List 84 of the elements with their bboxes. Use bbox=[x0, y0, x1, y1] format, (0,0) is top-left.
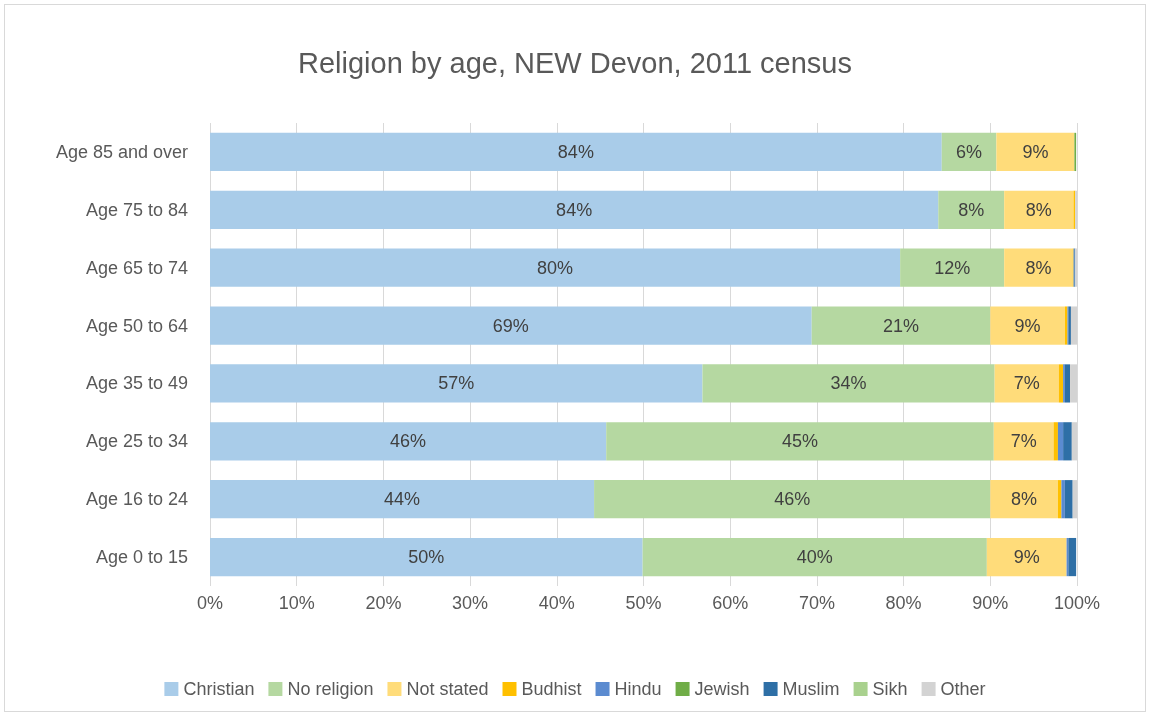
bar bbox=[1064, 480, 1073, 519]
bar bbox=[1068, 537, 1077, 577]
data-label: 8% bbox=[1025, 199, 1052, 220]
bar bbox=[210, 537, 643, 577]
data-label: 7% bbox=[1013, 373, 1040, 394]
bar bbox=[210, 248, 901, 287]
data-label: 8% bbox=[1025, 257, 1052, 278]
y-tick-label: Age 75 to 84 bbox=[85, 199, 188, 220]
x-tick-label: 100% bbox=[1053, 593, 1101, 613]
y-tick-label: Age 0 to 15 bbox=[95, 547, 188, 568]
x-tick-label: 80% bbox=[885, 593, 922, 613]
legend-label: Other bbox=[940, 679, 986, 699]
bar bbox=[1004, 248, 1073, 287]
data-label: 40% bbox=[796, 547, 833, 568]
bar bbox=[210, 306, 812, 345]
bar bbox=[993, 422, 1054, 461]
x-tick-label: 30% bbox=[452, 593, 489, 613]
bar bbox=[210, 480, 595, 519]
bar bbox=[996, 132, 1075, 172]
legend-label: Not stated bbox=[406, 679, 489, 699]
data-label: 8% bbox=[1011, 489, 1038, 510]
data-label: 50% bbox=[408, 547, 445, 568]
data-label: 7% bbox=[1010, 431, 1037, 452]
bar bbox=[210, 190, 939, 229]
bar bbox=[1004, 190, 1074, 229]
data-label: 6% bbox=[956, 141, 983, 162]
data-label: 45% bbox=[781, 431, 819, 452]
bar bbox=[811, 306, 991, 345]
y-tick-label: Age 50 to 64 bbox=[85, 315, 188, 336]
bar bbox=[642, 537, 987, 577]
legend-label: Sikh bbox=[872, 679, 908, 699]
y-tick-label: Age 25 to 34 bbox=[85, 431, 188, 452]
bar bbox=[1058, 364, 1064, 403]
legend-label: Jewish bbox=[694, 679, 750, 699]
bar bbox=[594, 480, 991, 519]
y-tick-label: Age 16 to 24 bbox=[85, 489, 188, 510]
bar bbox=[210, 422, 607, 461]
bar bbox=[1063, 422, 1072, 461]
data-label: 84% bbox=[557, 141, 594, 162]
data-label: 69% bbox=[492, 315, 529, 336]
y-tick-label: Age 35 to 49 bbox=[85, 373, 188, 394]
data-label: 80% bbox=[537, 257, 574, 278]
data-label: 8% bbox=[958, 199, 985, 220]
x-tick-label: 70% bbox=[798, 593, 835, 613]
bar bbox=[990, 480, 1058, 519]
bar bbox=[606, 422, 994, 461]
y-tick-label: Age 65 to 74 bbox=[85, 257, 188, 278]
bar bbox=[210, 132, 942, 172]
bar bbox=[1057, 422, 1064, 461]
data-label: 9% bbox=[1014, 315, 1041, 336]
data-label: 21% bbox=[882, 315, 920, 336]
data-label: 44% bbox=[384, 489, 421, 510]
data-label: 46% bbox=[390, 431, 427, 452]
x-tick-label: 60% bbox=[712, 593, 749, 613]
legend-label: Muslim bbox=[782, 679, 840, 699]
bar bbox=[1064, 364, 1071, 403]
x-tick-label: 40% bbox=[538, 593, 575, 613]
legend-label: Christian bbox=[183, 679, 255, 699]
bar bbox=[986, 537, 1067, 577]
x-tick-label: 10% bbox=[278, 593, 315, 613]
data-label: 9% bbox=[1013, 547, 1040, 568]
data-label: 57% bbox=[438, 373, 475, 394]
bar bbox=[900, 248, 1005, 287]
data-label: 12% bbox=[934, 257, 971, 278]
x-tick-label: 90% bbox=[972, 593, 1009, 613]
data-label: 34% bbox=[830, 373, 867, 394]
bar bbox=[938, 190, 1005, 229]
bar bbox=[994, 364, 1059, 403]
x-tick-label: 0% bbox=[196, 593, 224, 613]
data-label: 46% bbox=[774, 489, 811, 510]
legend-label: Hindu bbox=[614, 679, 662, 699]
bar bbox=[210, 364, 703, 403]
legend-label: No religion bbox=[287, 679, 374, 699]
bar bbox=[702, 364, 995, 403]
x-tick-label: 20% bbox=[365, 593, 402, 613]
chart-title: Religion by age, NEW Devon, 2011 census bbox=[298, 46, 852, 79]
y-tick-label: Age 85 and over bbox=[55, 141, 188, 162]
legend-label: Budhist bbox=[521, 679, 582, 699]
x-tick-label: 50% bbox=[625, 593, 662, 613]
data-label: 9% bbox=[1022, 141, 1049, 162]
bar bbox=[1061, 480, 1065, 519]
bar bbox=[1053, 422, 1058, 461]
data-label: 84% bbox=[556, 199, 593, 220]
bar bbox=[990, 306, 1065, 345]
